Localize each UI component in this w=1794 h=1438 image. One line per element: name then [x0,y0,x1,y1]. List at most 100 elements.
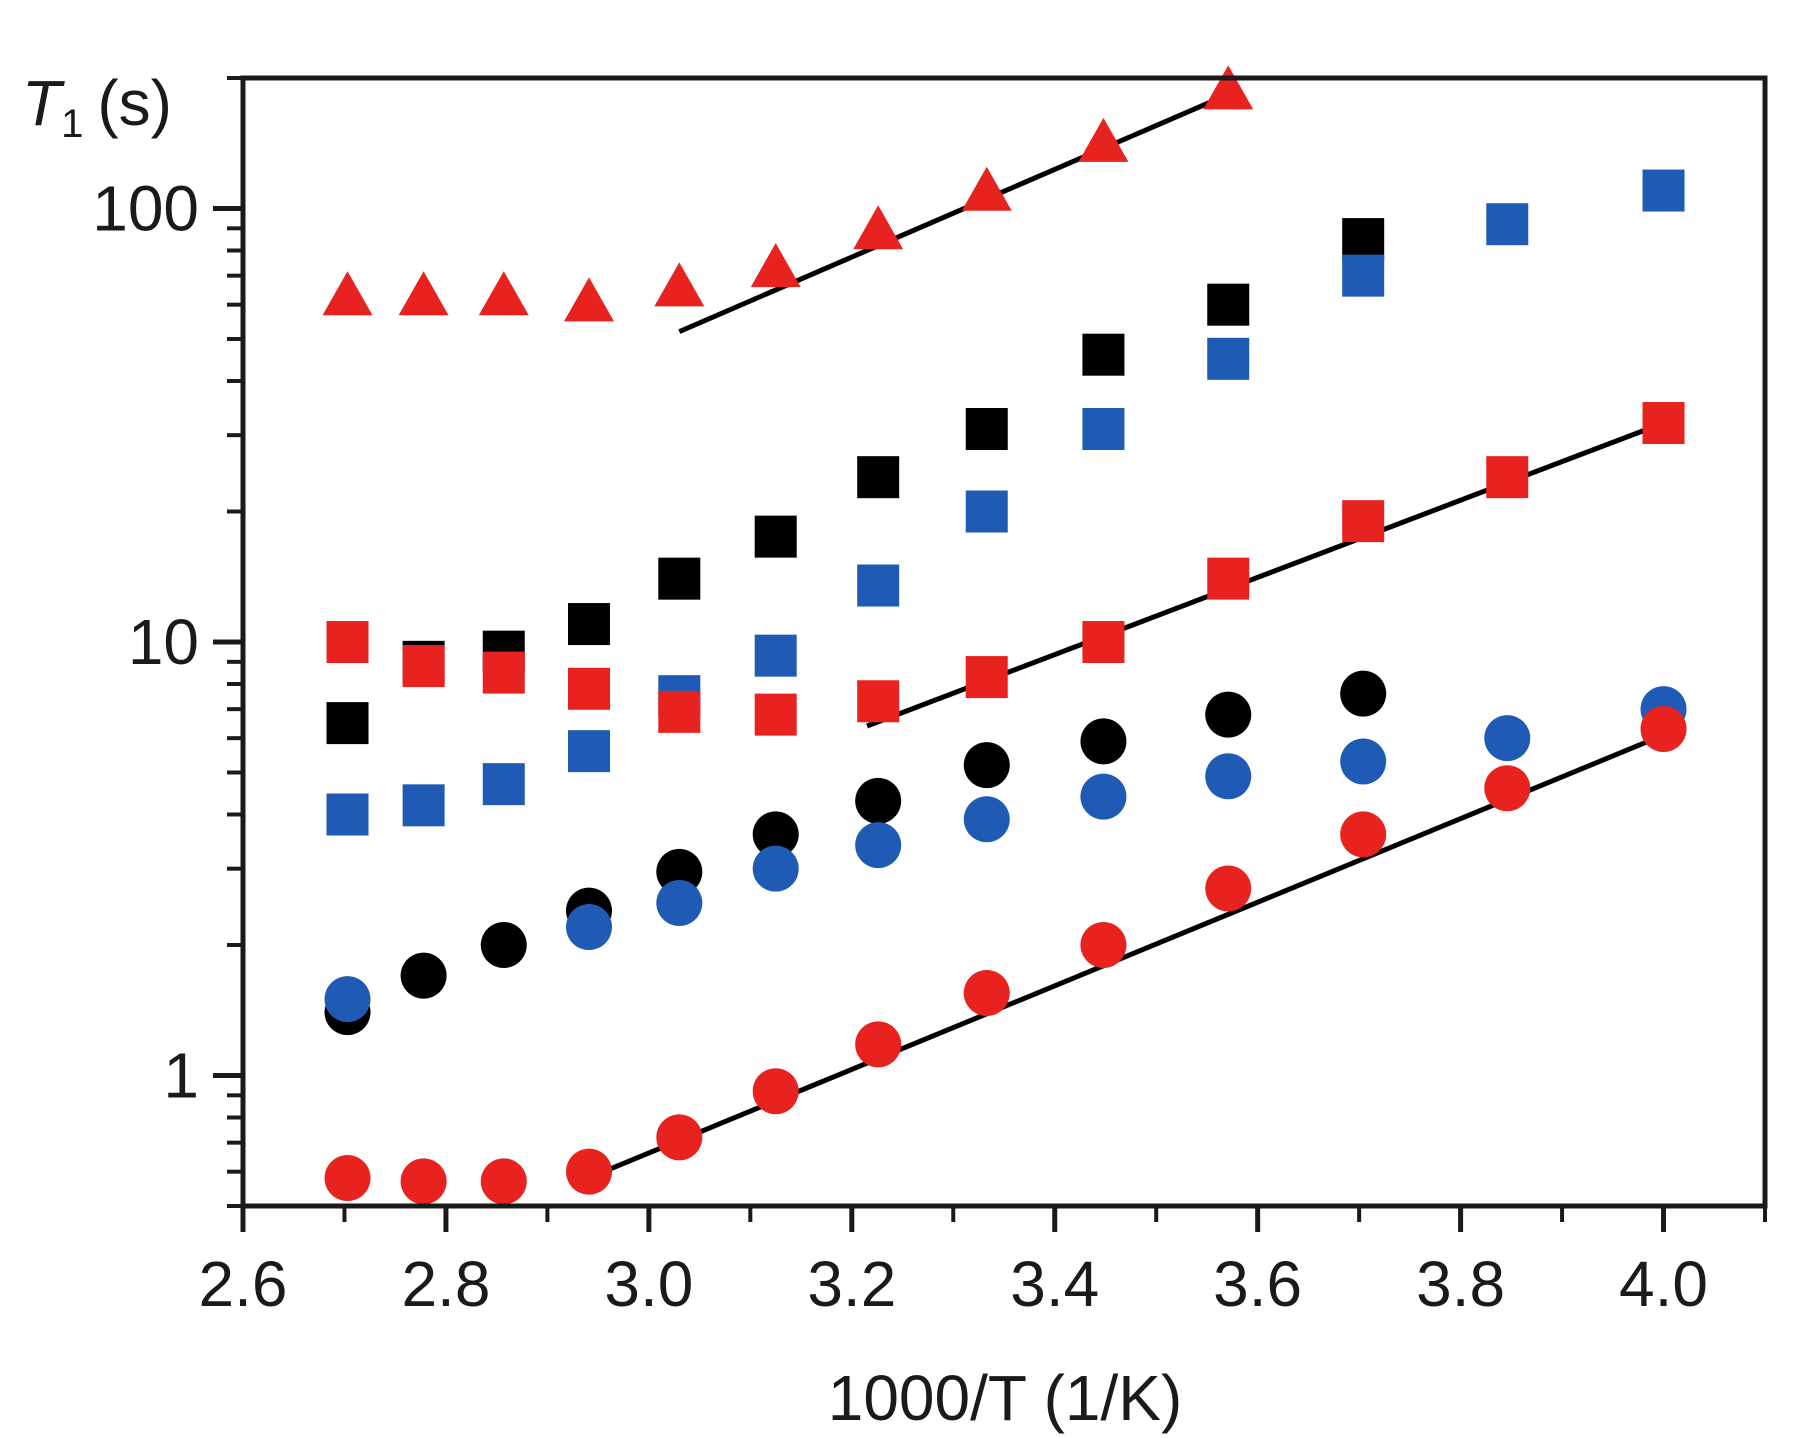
plot-frame [240,75,1768,1209]
data-point [656,879,703,926]
data-point [654,262,705,307]
data-point [322,271,373,316]
data-point [1080,718,1127,765]
y-tick-label: 10 [128,606,199,678]
x-tick-label: 3.2 [807,1248,896,1320]
data-point [658,690,701,733]
data-point [855,1021,902,1068]
data-point [1642,169,1685,212]
x-tick-label: 3.8 [1416,1248,1505,1320]
y-tick-label: 100 [92,172,199,244]
data-point [855,777,902,824]
y-tick-label: 1 [163,1040,199,1112]
data-point [658,557,701,600]
data-point [1640,705,1687,752]
data-point [564,277,615,322]
data-point [857,564,900,607]
data-point [754,515,797,558]
x-tick-label: 3.4 [1010,1248,1099,1320]
data-point [398,271,449,316]
data-point [1484,715,1531,762]
data-point [754,634,797,677]
data-point [656,1114,703,1161]
y-axis-title-subscript: 1 [61,102,83,146]
series-red-squares [326,402,1685,736]
data-point [1203,65,1254,110]
data-point [1082,621,1125,663]
ticks-layer: 2.6 2.8 3.0 3.2 3.4 3.6 3.8 4.0 1 10 100 [92,76,1767,1320]
data-point [1340,738,1387,785]
data-point [478,271,529,316]
data-point [855,822,902,869]
series-red-circles [324,705,1687,1205]
data-point [754,693,797,736]
data-point [326,621,369,663]
data-point [965,490,1008,533]
data-point [1205,865,1252,912]
data-point [566,1148,613,1195]
data-point [750,243,801,288]
data-point [482,651,525,694]
data-point [1078,117,1129,162]
data-point [752,1068,799,1115]
markers-layer [322,65,1687,1205]
data-point [857,456,900,499]
data-point [400,1158,447,1205]
data-point [1486,456,1529,499]
x-tick-label: 4.0 [1619,1248,1708,1320]
data-point [566,904,613,951]
x-tick-label: 2.8 [401,1248,490,1320]
data-point [853,205,904,250]
series-red-triangles [322,65,1254,322]
data-point [480,1158,527,1205]
data-point [963,796,1010,843]
data-point [961,166,1012,211]
data-point [402,645,445,688]
data-point [752,845,799,892]
data-point [568,730,611,773]
data-point [1207,557,1250,600]
data-point [1484,765,1531,812]
y-axis-title-symbol: T [22,67,65,139]
data-point [324,1155,371,1202]
data-point [480,922,527,969]
series-blue-circles [324,686,1687,1023]
data-point [1205,753,1252,800]
data-point [1340,811,1387,858]
data-point [1082,407,1125,450]
data-point [1486,203,1529,246]
data-point [963,969,1010,1016]
x-tick-label: 2.6 [199,1248,288,1320]
data-point [326,702,369,745]
data-point [1207,337,1250,380]
data-point [1342,218,1385,261]
data-point [1642,402,1685,445]
data-point [1082,333,1125,376]
data-point [568,603,611,646]
data-point [1342,500,1385,543]
data-point [402,784,445,827]
data-point [1342,254,1385,297]
data-point [1080,773,1127,820]
data-point [1207,283,1250,326]
y-axis-title: T1 (s) [22,67,172,146]
x-tick-label: 3.6 [1213,1248,1302,1320]
data-point [752,811,799,858]
data-point [324,976,371,1023]
data-point [965,407,1008,450]
data-point [326,793,369,836]
data-point [482,763,525,806]
series-black-circles [324,670,1387,1036]
x-axis-title: 1000/T (1/K) [828,1362,1183,1434]
data-point [1205,691,1252,738]
data-point [400,952,447,999]
data-point [1340,670,1387,717]
data-point [1080,922,1127,969]
x-tick-label: 3.0 [604,1248,693,1320]
data-point [568,667,611,710]
fit-triangles [678,90,1234,334]
data-point [963,742,1010,789]
data-point [857,680,900,723]
data-point [965,656,1008,699]
